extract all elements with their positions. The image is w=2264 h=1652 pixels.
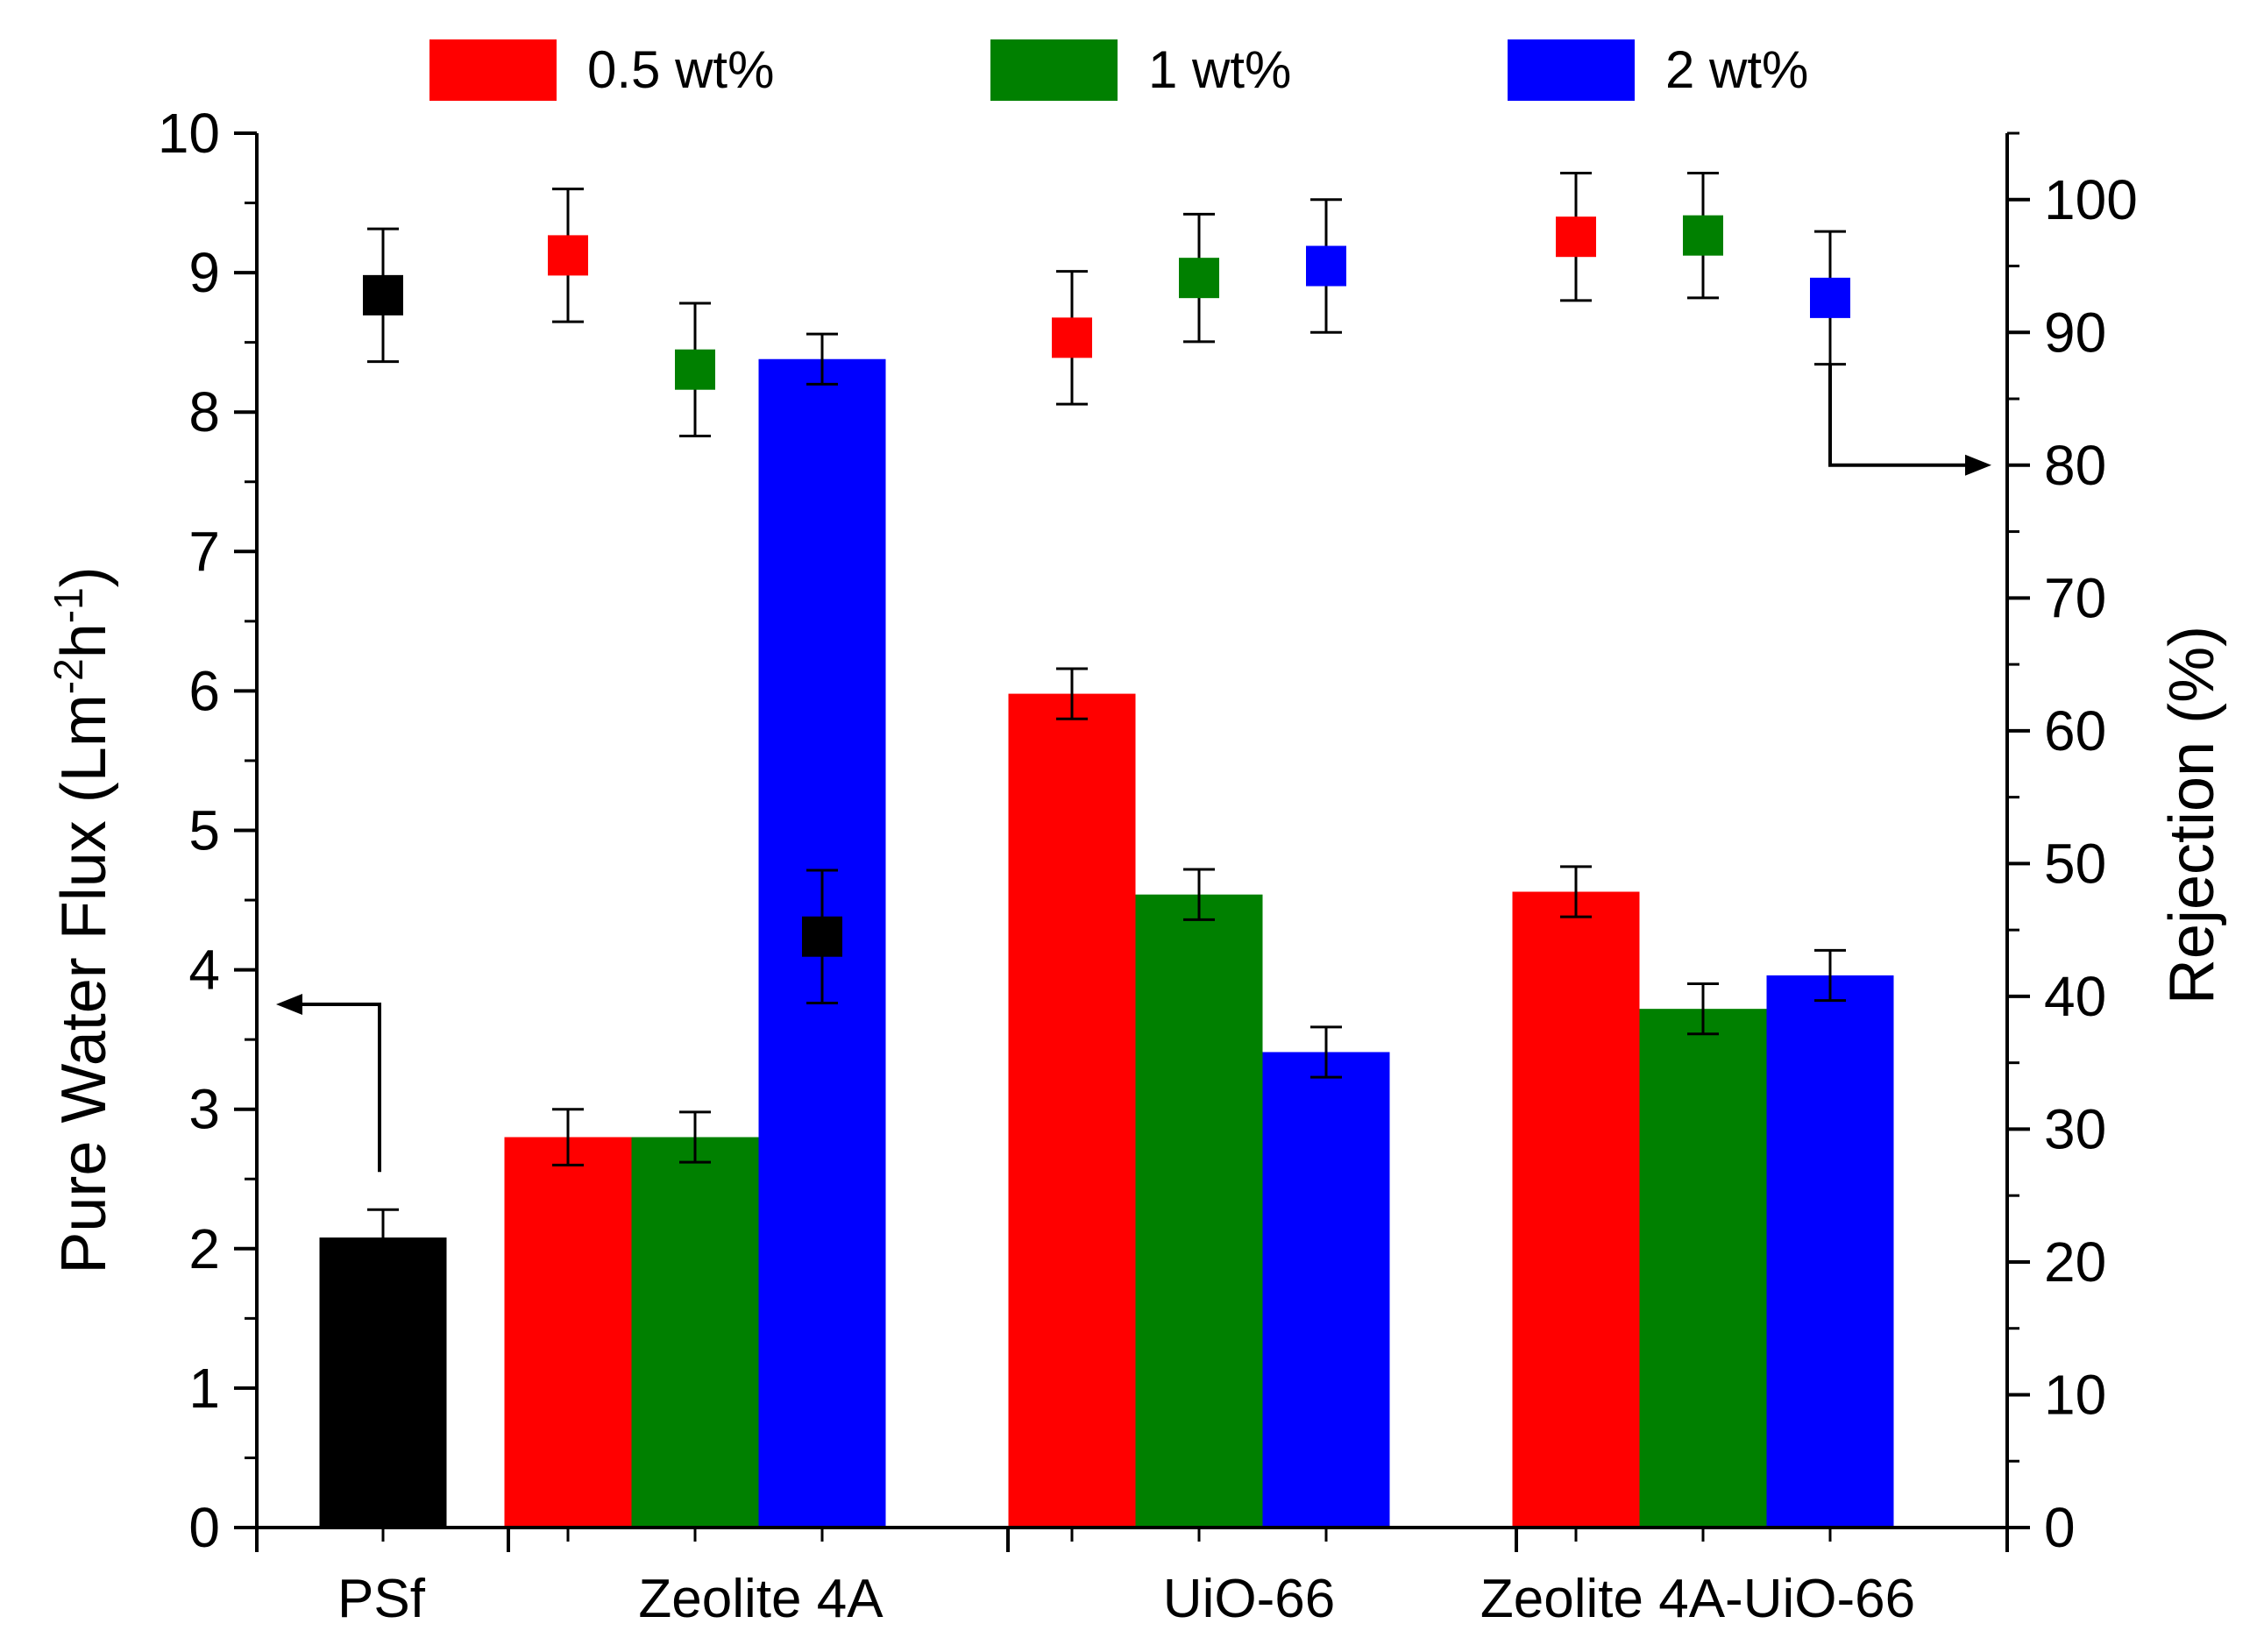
right-arrow-head [1965,454,1991,476]
flux-bar-zeolite-4a-uio-66-2wt [1766,975,1894,1528]
rejection-point [675,349,715,390]
rejection-points [363,171,1850,1004]
left-tick-label: 8 [188,380,220,443]
left-title-sup2: -1 [46,587,91,623]
flux-error-bar [1183,868,1215,921]
right-tick-label: 90 [2044,301,2106,364]
axis-arrows [276,364,1991,1173]
rejection-point [1052,317,1092,358]
right-tick-label: 0 [2044,1496,2076,1559]
flux-bar-zeolite-4a-05wt [504,1137,632,1528]
left-tick-label: 0 [188,1496,220,1559]
left-tick-label: 4 [188,939,220,1002]
legend-label: 0.5 wt% [587,40,774,99]
legend: 0.5 wt% 1 wt% 2 wt% [429,39,1808,101]
left-arrow-head [276,994,302,1015]
flux-error-bar [806,332,838,386]
rejection-point [1810,277,1850,318]
left-tick-label: 6 [188,659,220,722]
flux-bar-uio-66-1wt [1135,894,1263,1528]
flux-bar-uio-66-05wt [1008,693,1136,1528]
right-tick-label: 20 [2044,1230,2106,1294]
right-axis-arrow [1828,364,1977,467]
right-tick-label: 30 [2044,1097,2106,1160]
flux-error-bar [679,1110,711,1164]
flux-error-bar [367,1208,399,1267]
right-tick-label: 50 [2044,832,2106,895]
left-tick-label: 1 [188,1357,220,1420]
category-label-uio-66: UiO-66 [1163,1569,1335,1629]
left-tick-label: 7 [188,520,220,583]
legend-swatch [429,39,557,101]
legend-label: 2 wt% [1665,40,1808,99]
left-tick-label: 5 [188,799,220,862]
rejection-point [1179,258,1219,299]
flux-bar-uio-66-2wt [1262,1052,1390,1528]
flux-bar-zeolite-4a-uio-66-1wt [1639,1009,1767,1528]
left-tick-label: 2 [188,1217,220,1280]
legend-swatch [1508,39,1635,101]
right-tick-label: 70 [2044,566,2106,629]
category-label-zeolite-4a-uio-66: Zeolite 4A-UiO-66 [1480,1569,1915,1629]
left-title-main: Pure Water Flux (Lm [49,694,119,1273]
flux-error-bar [1687,982,1719,1036]
legend-label: 1 wt% [1148,40,1291,99]
right-axis-title: Rejection (%) [2157,626,2227,1004]
right-tick-label: 40 [2044,965,2106,1028]
left-axis-arrow [289,1003,381,1173]
rejection-point [1306,245,1346,287]
left-title-end: ) [49,566,119,587]
legend-swatch [990,39,1118,101]
flux-error-bar [1560,865,1592,918]
rejection-point [548,235,588,276]
right-tick-label: 80 [2044,434,2106,497]
left-tick-label: 10 [158,102,220,165]
rejection-point [1683,215,1723,256]
right-tick-label: 60 [2044,699,2106,762]
category-label-zeolite-4a: Zeolite 4A [638,1569,884,1629]
flux-bar-psf-psf [319,1237,447,1528]
flux-error-bar [552,1108,584,1166]
flux-error-bars [367,332,1846,1267]
flux-bar-zeolite-4a-1wt [631,1137,759,1528]
flux-bar-zeolite-4a-uio-66-05wt [1512,891,1640,1528]
left-title-sup1: -2 [46,658,91,694]
right-tick-label: 10 [2044,1363,2106,1426]
flux-bars [319,358,1894,1528]
left-title-mid: h [49,623,119,658]
category-label-psf: PSf [337,1569,426,1629]
flux-error-bar [1310,1025,1342,1079]
left-tick-label: 3 [188,1078,220,1141]
flux-error-bar [1814,948,1846,1003]
rejection-point [802,916,842,957]
rejection-point [1556,216,1596,258]
rejection-point [363,274,403,316]
right-tick-label: 100 [2044,168,2138,231]
left-axis-title: Pure Water Flux (Lm-2h-1) [46,566,119,1273]
left-tick-label: 9 [188,241,220,304]
flux-error-bar [1056,667,1088,720]
